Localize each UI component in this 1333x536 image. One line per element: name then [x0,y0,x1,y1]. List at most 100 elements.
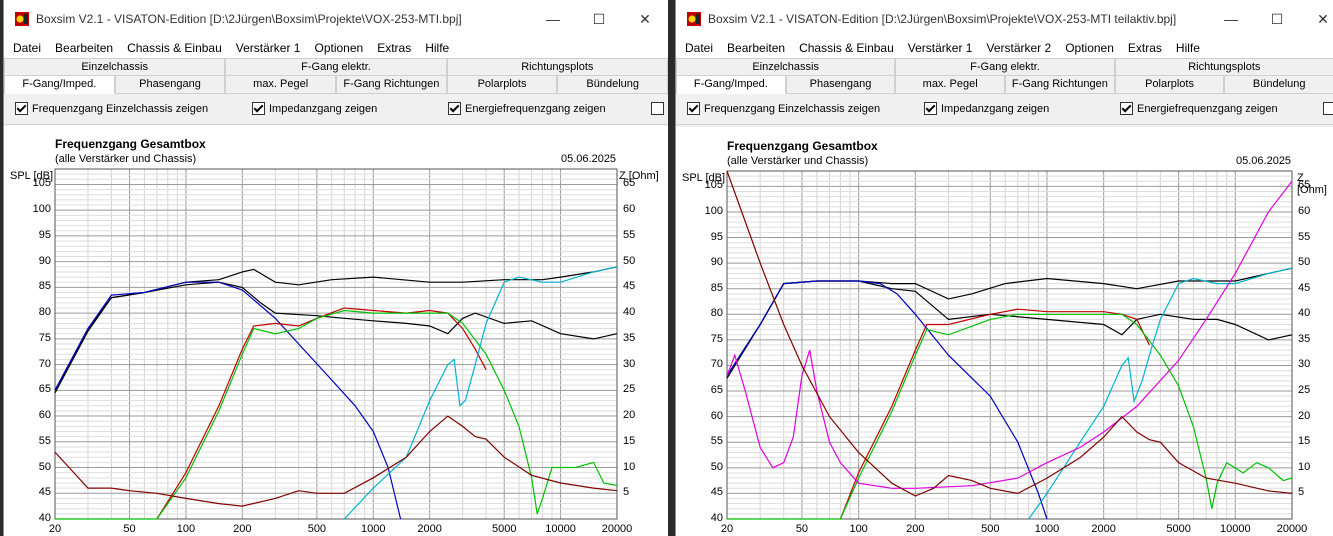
menu-hilfe[interactable]: Hilfe [1175,41,1200,55]
series-line [54,281,618,394]
tab-phasengang[interactable]: Phasengang [785,76,896,94]
y-axis-label: SPL [dB] [10,170,54,182]
menu-bearbeiten[interactable]: Bearbeiten [727,41,786,55]
menu-verstaerker-1[interactable]: Verstärker 1 [235,41,301,55]
y-tick-label: 45 [38,486,51,499]
menu-extras[interactable]: Extras [377,41,412,55]
tab-f-gang-elektr[interactable]: F-Gang elektr. [225,58,447,76]
tab-f-gang-imped[interactable]: F-Gang/Imped. [4,76,115,94]
series-line [55,309,618,520]
maximize-button[interactable]: ☐ [592,10,606,27]
checkbox-einzelchassis[interactable]: Frequenzgang Einzelchassis zeigen [15,102,208,115]
close-button[interactable]: ✕ [1317,10,1329,27]
z-tick-label: 60 [1298,204,1311,217]
z-tick-label: 25 [623,383,636,396]
y-tick-label: 65 [38,383,51,396]
tab-max-pegel[interactable]: max. Pegel [895,76,1006,94]
tab-f-gang-richtungen[interactable]: F-Gang Richtungen [1005,76,1115,94]
maximize-button[interactable]: ☐ [1270,10,1284,27]
y-tick-label: 90 [710,256,723,269]
checkbox-mark[interactable] [1323,102,1333,115]
tab-phasengang[interactable]: Phasengang [114,76,226,94]
menu-chassis-einbau[interactable]: Chassis & Einbau [127,41,222,55]
checkbox-energie[interactable]: Energiefrequenzgang zeigen [1120,102,1278,115]
checkbox-impedanz[interactable]: Impedanzgang zeigen [924,102,1049,115]
menu-verstaerker-2[interactable]: Verstärker 2 [986,41,1052,55]
y-tick-label: 75 [710,332,723,345]
checkbox-mark[interactable] [651,102,664,115]
tab-f-gang-imped[interactable]: F-Gang/Imped. [676,76,786,94]
tab-polarplots[interactable]: Polarplots [446,76,558,94]
tab-einzelchassis[interactable]: Einzelchassis [4,58,226,76]
tab-f-gang-elektr[interactable]: F-Gang elektr. [895,58,1115,76]
z-tick-label: 15 [1298,435,1311,448]
minimize-button[interactable]: — [546,11,560,27]
checkbox-extra[interactable] [651,102,668,115]
window-title: Boxsim V2.1 - VISATON-Edition [D:\2Jürge… [36,12,462,26]
checkbox-einzelchassis[interactable]: Frequenzgang Einzelchassis zeigen [687,102,880,115]
menu-hilfe[interactable]: Hilfe [425,41,450,55]
z-tick-label: 10 [623,460,636,473]
x-tick-label: 10000 [1220,523,1251,535]
z-tick-label: 45 [1298,281,1311,294]
plot-title: Frequenzgang Gesamtbox [55,137,206,151]
tab-einzelchassis[interactable]: Einzelchassis [676,58,896,76]
x-tick-label: 20 [48,523,62,535]
z-tick-label: 45 [623,280,636,293]
tab-max-pegel[interactable]: max. Pegel [225,76,337,94]
tab-f-gang-richtungen[interactable]: F-Gang Richtungen [336,76,447,94]
menu-extras[interactable]: Extras [1127,41,1162,55]
y-tick-label: 105 [704,179,723,192]
y-axis-label: SPL [dB] [682,172,726,184]
close-button[interactable]: ✕ [639,10,651,27]
menu-optionen[interactable]: Optionen [1065,41,1114,55]
menu-datei[interactable]: Datei [13,41,42,55]
tab-polarplots[interactable]: Polarplots [1114,76,1225,94]
checkbox-mark[interactable] [252,102,265,115]
x-tick-label: 20 [720,523,734,535]
checkbox-label: Energiefrequenzgang zeigen [465,102,606,115]
x-tick-label: 10000 [545,523,576,535]
y-tick-label: 90 [38,254,51,267]
series-line [54,281,402,520]
tab-richtungsplots[interactable]: Richtungsplots [1114,58,1333,76]
z-tick-label: 30 [1298,358,1311,371]
series-line [726,170,1293,497]
plot-frame [726,170,1293,520]
y-tick-label: 40 [710,512,723,524]
series-line [726,280,1048,520]
menu-optionen[interactable]: Optionen [314,41,364,55]
title-bar[interactable]: Boxsim V2.1 - VISATON-Edition [D:\2Jürge… [4,0,668,38]
checkbox-mark[interactable] [15,102,28,115]
checkbox-extra[interactable] [1323,102,1333,115]
z-tick-label: 55 [1298,230,1311,243]
chart-svg [54,168,618,520]
checkbox-label: Impedanzgang zeigen [941,102,1050,115]
minimize-button[interactable]: — [1224,11,1238,27]
checkbox-mark[interactable] [687,102,700,115]
menu-bearbeiten[interactable]: Bearbeiten [55,41,114,55]
tab-buendelung[interactable]: Bündelung [1224,76,1333,94]
tab-row-top: Einzelchassis F-Gang elektr. Richtungspl… [4,58,668,76]
menu-chassis-einbau[interactable]: Chassis & Einbau [799,41,894,55]
z-axis-label: Z [Ohm] [1297,172,1327,196]
checkbox-mark[interactable] [1120,102,1133,115]
options-row: Frequenzgang Einzelchassis zeigen Impeda… [676,94,1333,125]
x-tick-label: 2000 [1091,523,1116,535]
title-bar[interactable]: Boxsim V2.1 - VISATON-Edition [D:\2Jürge… [676,0,1333,38]
series-line [1028,267,1293,520]
y-tick-label: 85 [38,280,51,293]
menu-verstaerker-1[interactable]: Verstärker 1 [907,41,973,55]
tab-richtungsplots[interactable]: Richtungsplots [446,58,668,76]
menu-datei[interactable]: Datei [685,41,714,55]
checkbox-energie[interactable]: Energiefrequenzgang zeigen [448,102,606,115]
y-tick-label: 65 [710,384,723,397]
plot-subtitle: (alle Verstärker und Chassis) [727,155,869,167]
checkbox-mark[interactable] [924,102,937,115]
z-tick-label: 15 [623,434,636,447]
checkbox-impedanz[interactable]: Impedanzgang zeigen [252,102,377,115]
checkbox-mark[interactable] [448,102,461,115]
plot-date: 05.06.2025 [561,153,617,165]
tab-buendelung[interactable]: Bündelung [557,76,668,94]
z-tick-label: 25 [1298,384,1311,397]
